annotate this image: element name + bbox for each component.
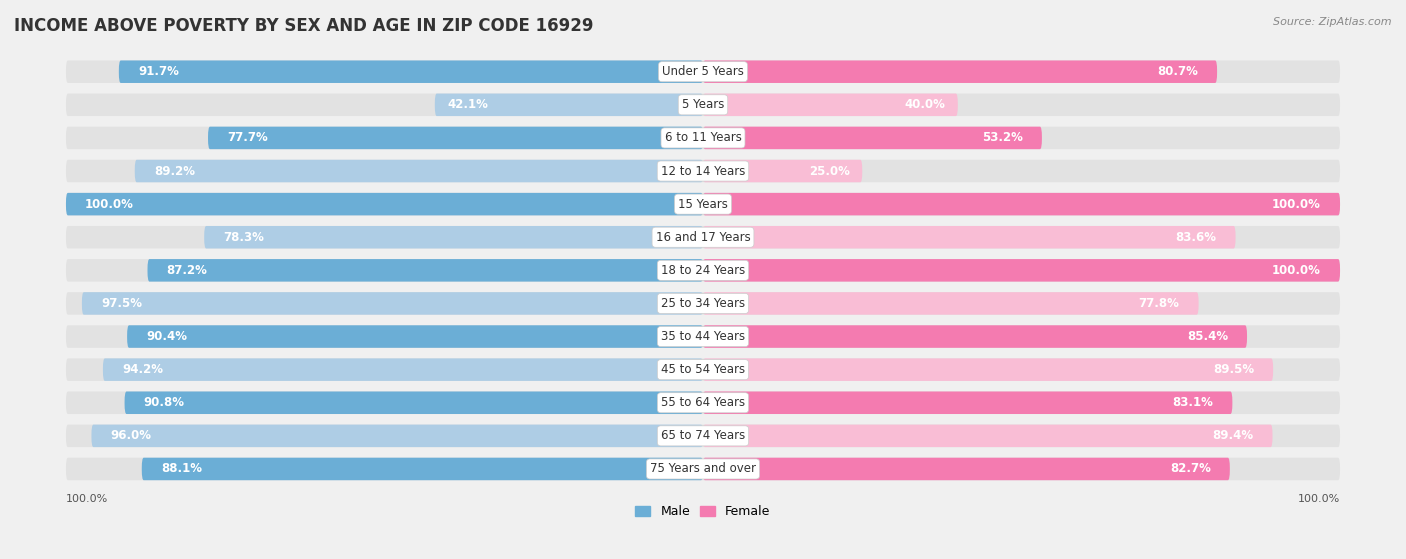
FancyBboxPatch shape — [66, 358, 1340, 381]
FancyBboxPatch shape — [148, 259, 703, 282]
FancyBboxPatch shape — [703, 292, 1198, 315]
Text: Under 5 Years: Under 5 Years — [662, 65, 744, 78]
Text: 77.7%: 77.7% — [228, 131, 269, 144]
Text: 16 and 17 Years: 16 and 17 Years — [655, 231, 751, 244]
FancyBboxPatch shape — [66, 292, 1340, 315]
Text: 77.8%: 77.8% — [1139, 297, 1180, 310]
Text: 25.0%: 25.0% — [808, 164, 849, 178]
Text: INCOME ABOVE POVERTY BY SEX AND AGE IN ZIP CODE 16929: INCOME ABOVE POVERTY BY SEX AND AGE IN Z… — [14, 17, 593, 35]
FancyBboxPatch shape — [208, 127, 703, 149]
FancyBboxPatch shape — [66, 60, 1340, 83]
FancyBboxPatch shape — [703, 127, 1042, 149]
Text: 65 to 74 Years: 65 to 74 Years — [661, 429, 745, 442]
FancyBboxPatch shape — [703, 325, 1247, 348]
FancyBboxPatch shape — [66, 193, 703, 215]
Text: 90.4%: 90.4% — [146, 330, 187, 343]
FancyBboxPatch shape — [703, 458, 1230, 480]
Text: 90.8%: 90.8% — [143, 396, 184, 409]
Text: 35 to 44 Years: 35 to 44 Years — [661, 330, 745, 343]
FancyBboxPatch shape — [703, 425, 1272, 447]
Text: 18 to 24 Years: 18 to 24 Years — [661, 264, 745, 277]
Text: 42.1%: 42.1% — [447, 98, 488, 111]
FancyBboxPatch shape — [703, 60, 1218, 83]
Text: 100.0%: 100.0% — [1272, 198, 1320, 211]
Text: 12 to 14 Years: 12 to 14 Years — [661, 164, 745, 178]
FancyBboxPatch shape — [703, 259, 1340, 282]
FancyBboxPatch shape — [703, 93, 957, 116]
Text: 88.1%: 88.1% — [160, 462, 202, 476]
Text: 83.1%: 83.1% — [1173, 396, 1213, 409]
Text: 78.3%: 78.3% — [224, 231, 264, 244]
FancyBboxPatch shape — [703, 358, 1274, 381]
Text: 100.0%: 100.0% — [1298, 494, 1340, 504]
Text: Source: ZipAtlas.com: Source: ZipAtlas.com — [1274, 17, 1392, 27]
Text: 25 to 34 Years: 25 to 34 Years — [661, 297, 745, 310]
Text: 82.7%: 82.7% — [1170, 462, 1211, 476]
FancyBboxPatch shape — [66, 458, 1340, 480]
Text: 6 to 11 Years: 6 to 11 Years — [665, 131, 741, 144]
Text: 89.5%: 89.5% — [1213, 363, 1254, 376]
FancyBboxPatch shape — [82, 292, 703, 315]
Text: 45 to 54 Years: 45 to 54 Years — [661, 363, 745, 376]
Text: 40.0%: 40.0% — [904, 98, 945, 111]
Text: 15 Years: 15 Years — [678, 198, 728, 211]
FancyBboxPatch shape — [91, 425, 703, 447]
FancyBboxPatch shape — [66, 193, 1340, 215]
Text: 83.6%: 83.6% — [1175, 231, 1216, 244]
Text: 100.0%: 100.0% — [1272, 264, 1320, 277]
FancyBboxPatch shape — [66, 226, 1340, 249]
Text: 100.0%: 100.0% — [66, 494, 108, 504]
FancyBboxPatch shape — [703, 391, 1233, 414]
Text: 91.7%: 91.7% — [138, 65, 179, 78]
Text: 53.2%: 53.2% — [981, 131, 1022, 144]
Text: 96.0%: 96.0% — [111, 429, 152, 442]
Text: 89.2%: 89.2% — [153, 164, 195, 178]
FancyBboxPatch shape — [703, 193, 1340, 215]
FancyBboxPatch shape — [66, 127, 1340, 149]
FancyBboxPatch shape — [66, 160, 1340, 182]
Text: 80.7%: 80.7% — [1157, 65, 1198, 78]
Text: 85.4%: 85.4% — [1187, 330, 1227, 343]
Legend: Male, Female: Male, Female — [630, 500, 776, 523]
FancyBboxPatch shape — [703, 160, 862, 182]
Text: 100.0%: 100.0% — [86, 198, 134, 211]
FancyBboxPatch shape — [135, 160, 703, 182]
FancyBboxPatch shape — [125, 391, 703, 414]
FancyBboxPatch shape — [66, 93, 1340, 116]
FancyBboxPatch shape — [66, 391, 1340, 414]
Text: 94.2%: 94.2% — [122, 363, 163, 376]
FancyBboxPatch shape — [66, 325, 1340, 348]
FancyBboxPatch shape — [204, 226, 703, 249]
Text: 55 to 64 Years: 55 to 64 Years — [661, 396, 745, 409]
Text: 5 Years: 5 Years — [682, 98, 724, 111]
FancyBboxPatch shape — [434, 93, 703, 116]
FancyBboxPatch shape — [66, 259, 1340, 282]
Text: 89.4%: 89.4% — [1212, 429, 1253, 442]
Text: 97.5%: 97.5% — [101, 297, 142, 310]
FancyBboxPatch shape — [142, 458, 703, 480]
FancyBboxPatch shape — [120, 60, 703, 83]
FancyBboxPatch shape — [103, 358, 703, 381]
FancyBboxPatch shape — [127, 325, 703, 348]
FancyBboxPatch shape — [703, 226, 1236, 249]
Text: 75 Years and over: 75 Years and over — [650, 462, 756, 476]
FancyBboxPatch shape — [66, 425, 1340, 447]
Text: 87.2%: 87.2% — [167, 264, 208, 277]
